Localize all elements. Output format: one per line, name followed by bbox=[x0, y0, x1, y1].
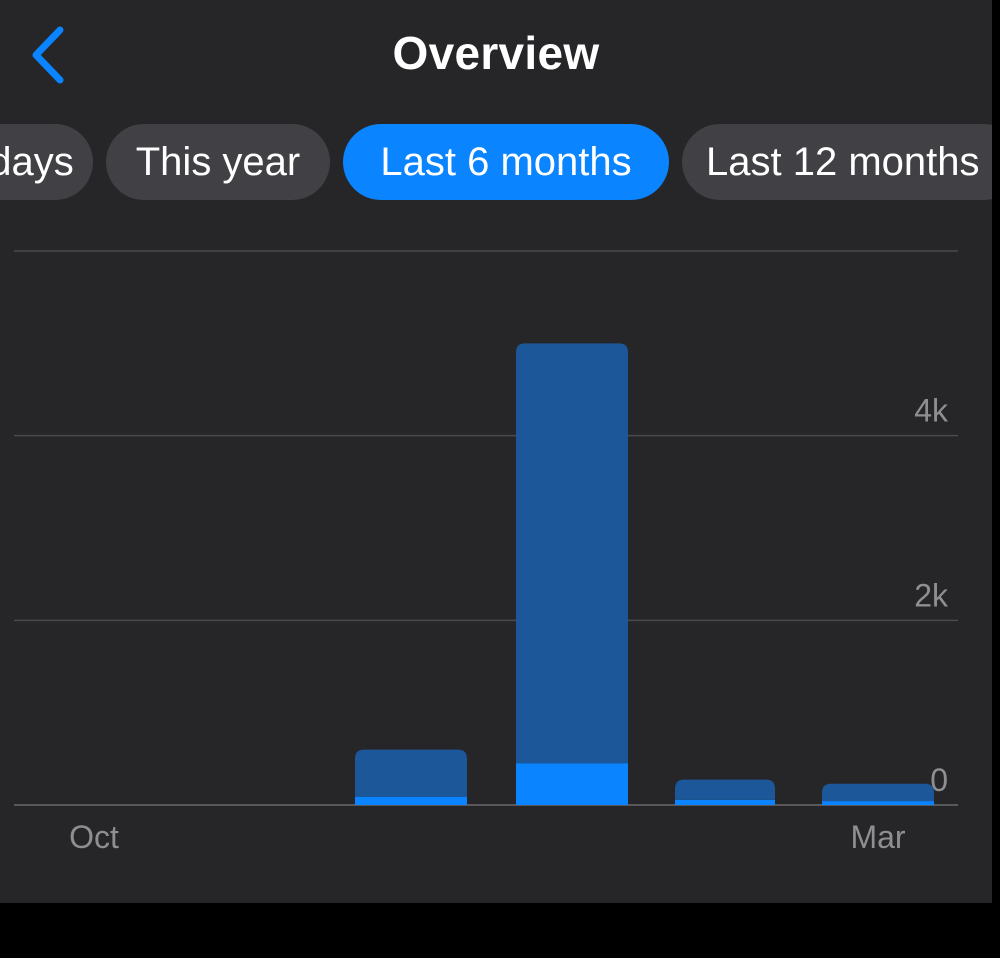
bar-segment-dec bbox=[516, 343, 628, 764]
x-tick-label: Mar bbox=[850, 819, 905, 855]
chevron-left-icon bbox=[32, 26, 64, 84]
tab-last-6-months[interactable]: Last 6 months bbox=[343, 124, 669, 200]
y-tick-label: 4k bbox=[914, 393, 949, 429]
tab-days[interactable]: days bbox=[0, 124, 93, 200]
bar-segment-nov bbox=[355, 749, 467, 797]
x-tick-label: Oct bbox=[69, 819, 119, 855]
bar-segment-mar bbox=[822, 785, 934, 802]
y-tick-label: 0 bbox=[930, 762, 948, 798]
bar-chart: 0 2k 4k Oct Mar bbox=[14, 250, 958, 855]
y-tick-label: 2k bbox=[914, 577, 949, 613]
tab-this-year[interactable]: This year bbox=[106, 124, 330, 200]
bar-segment-mar bbox=[822, 801, 934, 805]
bar-segment-jan bbox=[675, 799, 775, 805]
tab-last-12-months[interactable]: Last 12 months bbox=[682, 124, 992, 200]
page-title: Overview bbox=[392, 27, 600, 79]
bar-segment-jan bbox=[675, 779, 775, 800]
back-button[interactable] bbox=[22, 22, 78, 88]
bar-segment-dec bbox=[516, 763, 628, 805]
range-tabs: days This year Last 6 months Last 12 mon… bbox=[0, 124, 992, 200]
overview-screen: Overview days This year Last 6 months La… bbox=[0, 0, 992, 903]
bar-segment-nov bbox=[355, 796, 467, 805]
